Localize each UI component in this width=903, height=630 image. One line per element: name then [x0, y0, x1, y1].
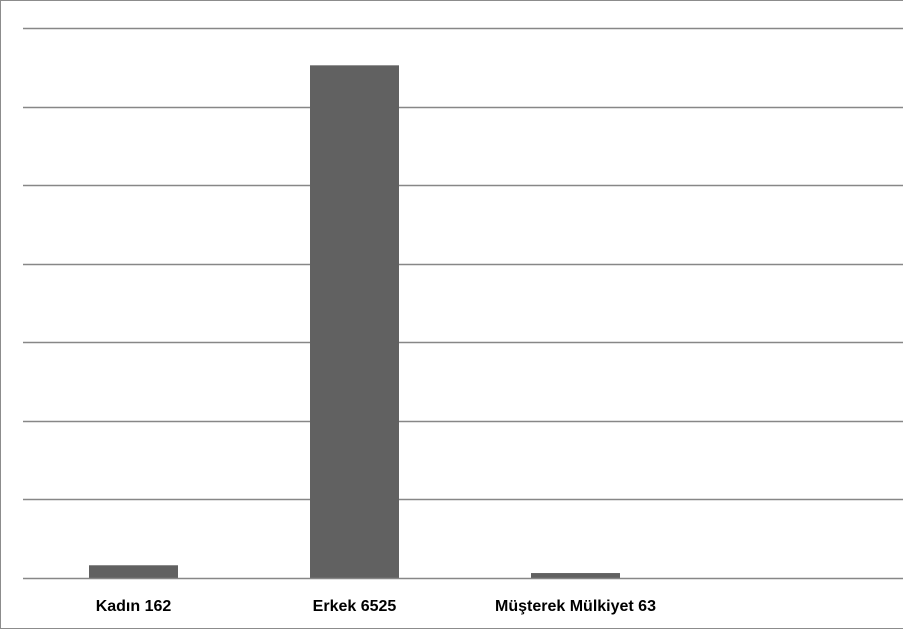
category-label-3: Müşterek Mülkiyet 63	[495, 598, 656, 615]
bar-3	[531, 573, 620, 578]
bars	[89, 65, 620, 579]
bar-2	[310, 65, 399, 579]
category-label-1: Kadın 162	[96, 598, 172, 615]
category-label-2: Erkek 6525	[313, 598, 397, 615]
category-labels: Kadın 162 Erkek 6525 Müşterek Mülkiyet 63	[96, 598, 656, 615]
bar-1	[89, 565, 178, 578]
gridlines	[23, 27, 903, 501]
